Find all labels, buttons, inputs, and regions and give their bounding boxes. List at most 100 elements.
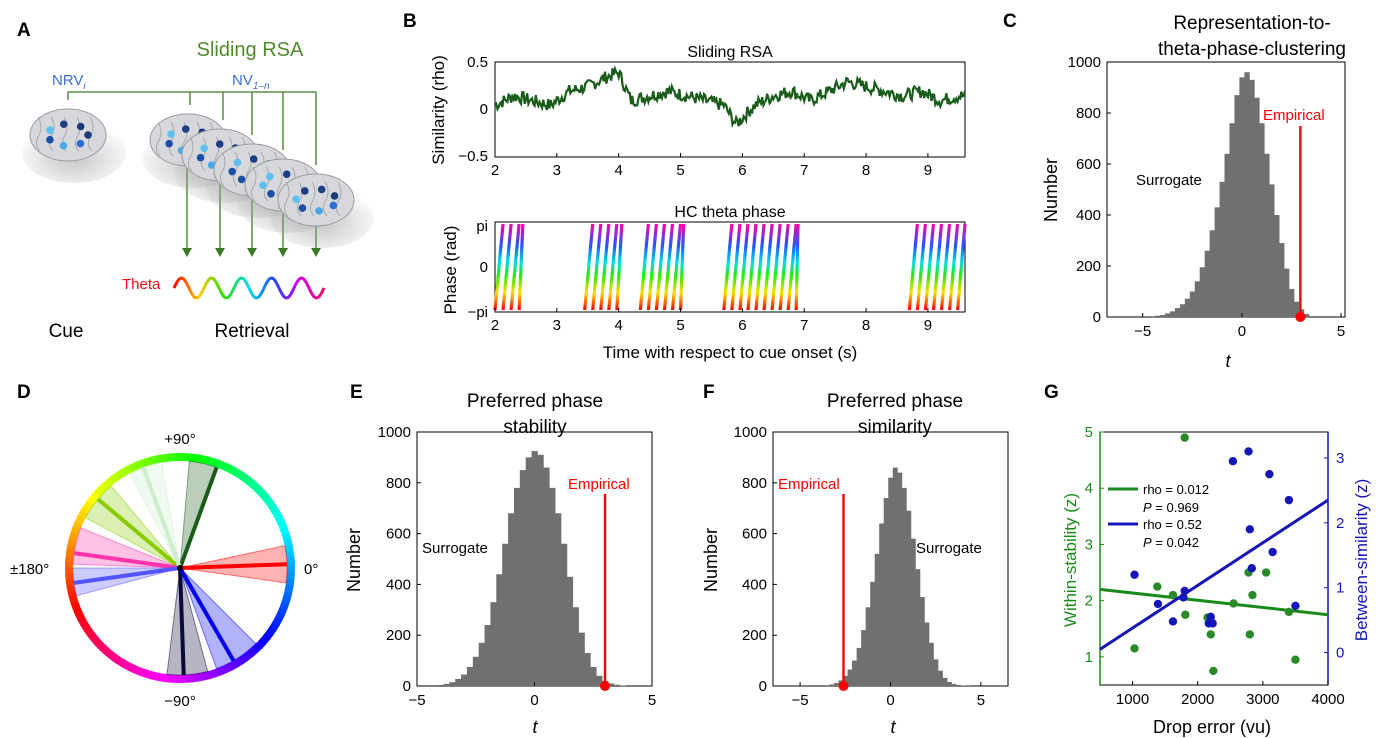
brain-spot: [181, 125, 190, 133]
hist-bar: [531, 451, 538, 686]
x-tick-label: 5: [977, 692, 985, 709]
phase-cycle: [762, 223, 774, 311]
e-xlabel: t: [532, 717, 538, 737]
wheel-segment: [161, 453, 169, 463]
blue-point: [1247, 564, 1256, 573]
wheel-segment: [178, 453, 187, 462]
y-tick-label: 600: [386, 526, 411, 543]
wheel-center: [177, 565, 183, 571]
hist-bar: [933, 659, 939, 686]
wheel-segment: [103, 647, 114, 658]
brain-fold: [283, 181, 290, 217]
c-title-1: Representation-to-: [1173, 13, 1330, 34]
wheel-segment: [286, 566, 295, 575]
hist-bar: [1165, 313, 1171, 317]
green-point: [1261, 568, 1271, 577]
green-point: [1248, 590, 1257, 600]
panel-e: Preferred phase stability Surrogate Empi…: [344, 391, 656, 737]
phase-cycle: [939, 223, 952, 311]
brain-spot: [315, 207, 323, 215]
panel-c: Representation-to- theta-phase-clusterin…: [1041, 13, 1346, 371]
phase-cycles: [493, 223, 967, 311]
hist-bar: [590, 666, 597, 686]
wheel-segment: [272, 509, 283, 520]
wheel-segment: [263, 630, 274, 641]
wheel-segment: [80, 621, 91, 632]
nrv-label-sub: i: [83, 81, 86, 92]
hist-bar: [1249, 79, 1255, 317]
g-legend-blue-rho: rho = 0.52: [1143, 517, 1202, 532]
brain-fold: [250, 166, 257, 202]
x-tick-label: −5: [408, 692, 425, 709]
wheel-segment: [286, 554, 295, 563]
hist-bar: [946, 681, 952, 686]
wheel-segment: [284, 583, 294, 592]
blue-point: [1265, 469, 1274, 479]
brain-spot: [237, 175, 246, 184]
theta-wave: [172, 276, 326, 300]
brain-outline: [277, 173, 355, 227]
x-tick-label: 6: [738, 162, 746, 179]
hist-bar: [584, 652, 591, 686]
g-legend-green-p-label: P: [1143, 500, 1152, 515]
x-tick-label: 5: [676, 162, 684, 179]
phase-cycle: [615, 223, 624, 311]
phase-cycle: [786, 223, 798, 311]
hist-bar: [525, 457, 532, 686]
wheel-segment: [106, 474, 118, 486]
hist-bar: [888, 477, 894, 686]
phase-ytick-mpi: −pi: [468, 304, 488, 321]
hist-bar: [1150, 316, 1156, 317]
x-tick-label: 4000: [1311, 691, 1344, 708]
x-tick-label: 0: [1238, 323, 1246, 340]
phase-cycle: [501, 223, 513, 311]
brain-spot: [196, 153, 205, 162]
phase-cycle: [670, 223, 683, 311]
phase-cycle: [730, 223, 742, 311]
brain-spot: [249, 155, 258, 163]
rsa-ylabel: Similarity (rho): [429, 55, 448, 165]
phase-cycle: [599, 223, 611, 311]
phase-cycle: [517, 223, 525, 311]
hist-bar: [910, 538, 916, 686]
hist-bar: [613, 684, 621, 686]
x-tick-label: 5: [676, 317, 684, 334]
x-tick-label: 2: [491, 317, 499, 334]
brain-spot: [300, 187, 309, 195]
wheel-segment: [116, 468, 127, 479]
brain-spot: [228, 167, 237, 176]
y-tick-label: 1000: [734, 424, 767, 441]
brain-fold: [74, 116, 81, 152]
brain-fold: [322, 181, 329, 217]
nv-label-sub: 1–n: [253, 81, 270, 92]
x-tick-label: −5: [792, 692, 809, 709]
wheel-segment: [191, 673, 199, 683]
wheel-segment: [121, 465, 132, 476]
y-tick-label-left: 3: [1085, 536, 1093, 553]
brain-spot: [207, 161, 216, 169]
wheel-segment: [246, 478, 257, 489]
f-empirical: Empirical: [778, 476, 840, 493]
phase-vector: [96, 497, 182, 570]
hist-bar: [1209, 230, 1215, 317]
hist-bar: [478, 642, 485, 686]
panel-g: Within-stability (z) Between-similarity …: [1061, 424, 1371, 737]
phase-cycle: [509, 223, 521, 311]
wheel-segment: [86, 630, 98, 642]
wheel-segment: [107, 651, 118, 662]
x-tick-label: 2: [491, 162, 499, 179]
phase-cycle: [947, 223, 960, 311]
hist-bar: [549, 487, 556, 686]
phase-vector: [73, 551, 181, 570]
brain-spot: [59, 141, 68, 150]
brain-fold: [219, 151, 226, 187]
arrowheads: [182, 248, 321, 257]
hist-bar: [1279, 243, 1285, 317]
hist-bar: [951, 683, 957, 686]
rsa-title: Sliding RSA: [687, 44, 773, 61]
wheel-segment: [259, 634, 270, 645]
c-ylabel: Number: [1041, 158, 1061, 222]
x-tick-label: 7: [800, 317, 808, 334]
g-ylabel-right: Between-similarity (z): [1352, 479, 1371, 641]
phase-xticks: 2 3 4 5 6 7 8 9: [491, 308, 932, 334]
